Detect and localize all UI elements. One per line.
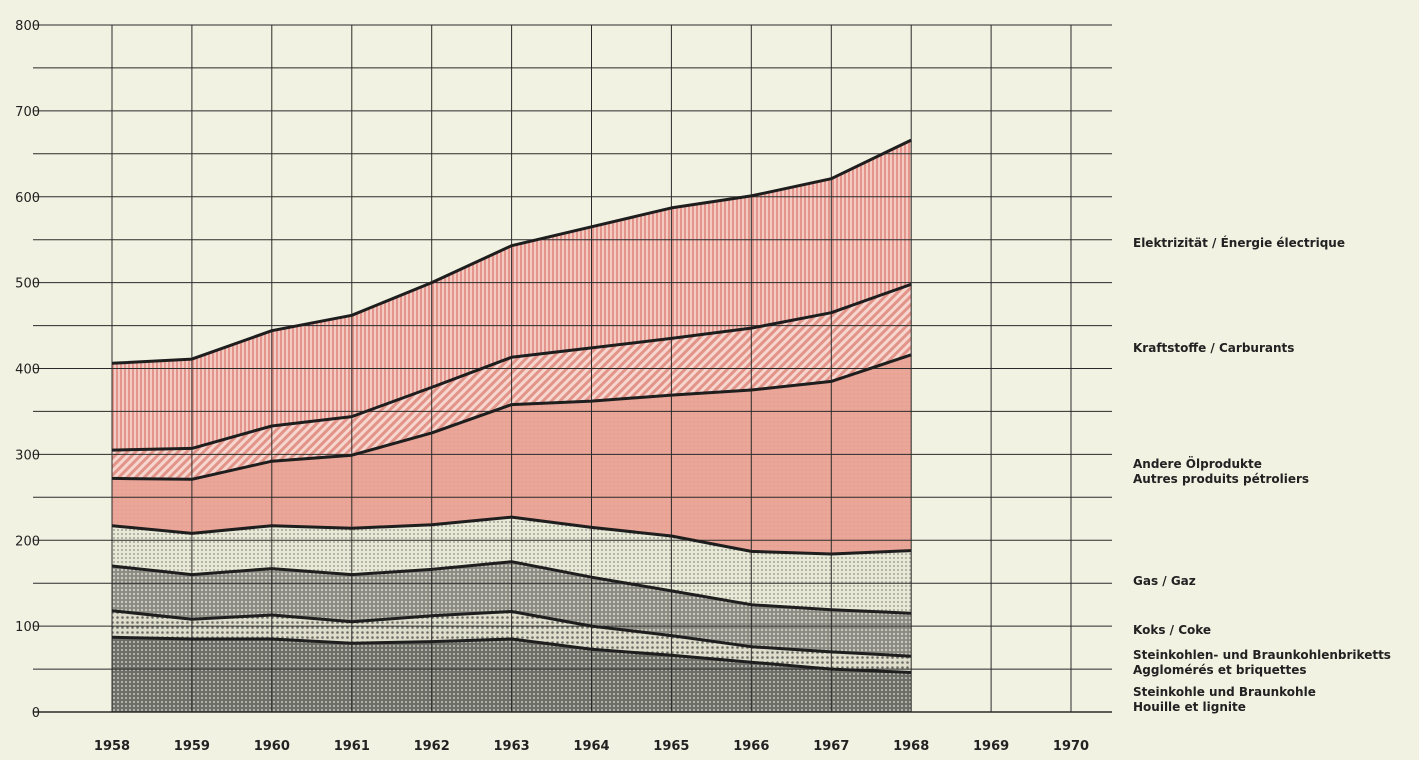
legend-label-steinkohle: Steinkohle und Braunkohle bbox=[1133, 685, 1316, 699]
legend-label-gas: Gas / Gaz bbox=[1133, 574, 1196, 588]
y-tick-label: 700 bbox=[15, 105, 40, 120]
y-tick-label: 500 bbox=[15, 277, 40, 292]
x-tick-label: 1970 bbox=[1053, 739, 1089, 754]
y-tick-label: 100 bbox=[15, 620, 40, 635]
legend-label-steinkohle: Houille et lignite bbox=[1133, 700, 1246, 714]
legend-label-briketts: Agglomérés et briquettes bbox=[1133, 663, 1307, 677]
series-boundary-lines bbox=[111, 138, 912, 674]
x-axis-ticks: 1958 1959 1960 1961 1962 1963 1964 1965 1966 1967… bbox=[94, 739, 1089, 754]
series-line-elektrizit-t-nergie-lectrique bbox=[111, 138, 912, 365]
y-tick-label: 800 bbox=[15, 19, 40, 34]
x-tick-label: 1969 bbox=[973, 739, 1009, 754]
x-tick-label: 1961 bbox=[334, 739, 370, 754]
x-tick-label: 1963 bbox=[494, 739, 530, 754]
x-tick-label: 1965 bbox=[653, 739, 689, 754]
series-line-steinkohle-und-braunkohle bbox=[111, 635, 912, 674]
legend-label-andere-oel: Andere Ölprodukte bbox=[1133, 456, 1262, 471]
legend-label-andere-oel: Autres produits pétroliers bbox=[1133, 472, 1309, 486]
y-tick-label: 400 bbox=[15, 363, 40, 378]
y-tick-label: 300 bbox=[15, 448, 40, 463]
legend-label-kraftstoffe: Kraftstoffe / Carburants bbox=[1133, 341, 1294, 355]
series-line-steinkohlen-und-braunkohlenbriketts bbox=[111, 609, 912, 658]
y-tick-label: 0 bbox=[32, 706, 40, 721]
y-tick-label: 600 bbox=[15, 191, 40, 206]
x-tick-label: 1960 bbox=[254, 739, 290, 754]
legend-label-koks: Koks / Coke bbox=[1133, 623, 1211, 637]
series-line-gas-gaz bbox=[111, 515, 912, 556]
legend-label-briketts: Steinkohlen- und Braunkohlenbriketts bbox=[1133, 648, 1391, 662]
x-tick-label: 1962 bbox=[414, 739, 450, 754]
series-line-koks-coke bbox=[111, 560, 912, 615]
legend-label-elektrizitaet: Elektrizität / Énergie électrique bbox=[1133, 235, 1345, 250]
series-line-andere-lprodukte bbox=[111, 353, 912, 481]
x-tick-label: 1966 bbox=[733, 739, 769, 754]
x-tick-label: 1968 bbox=[893, 739, 929, 754]
area-gas-gaz bbox=[112, 517, 912, 614]
y-tick-label: 200 bbox=[15, 534, 40, 549]
x-tick-label: 1958 bbox=[94, 739, 130, 754]
x-tick-label: 1967 bbox=[813, 739, 849, 754]
x-tick-label: 1959 bbox=[174, 739, 210, 754]
x-tick-label: 1964 bbox=[573, 739, 609, 754]
series-line-kraftstoffe-carburants bbox=[111, 282, 912, 452]
grid-layer bbox=[33, 24, 1112, 713]
y-axis-ticks: 0 100 200 300 400 500 600 700 800 bbox=[15, 19, 40, 721]
